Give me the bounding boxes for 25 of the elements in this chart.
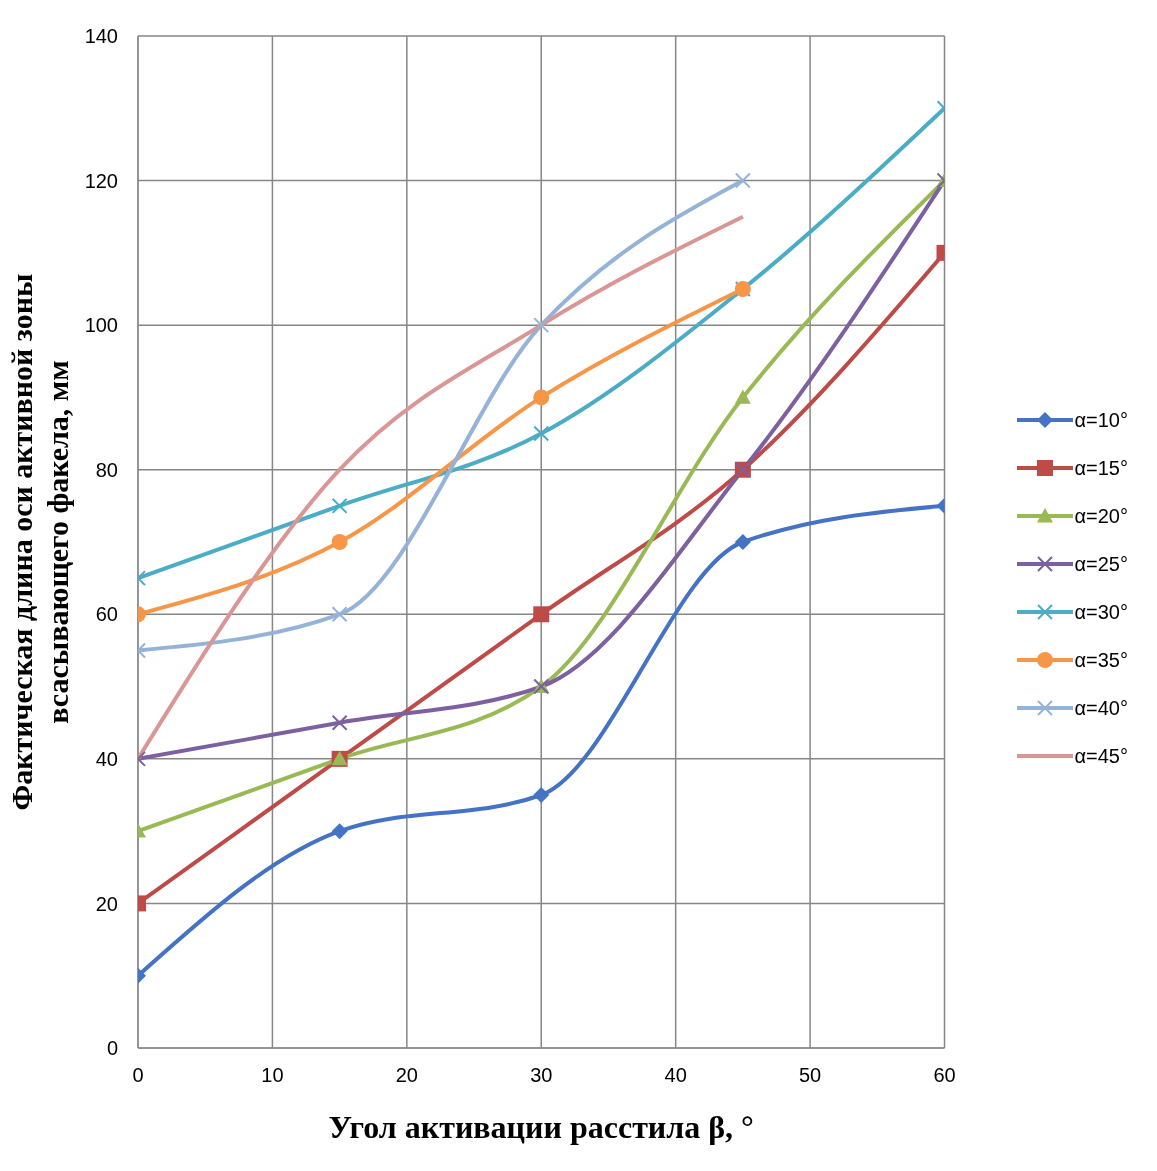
y-tick-label: 140	[84, 25, 118, 48]
legend-label: α=20°	[1074, 504, 1128, 528]
legend-label: α=10°	[1074, 408, 1128, 432]
y-tick-label: 100	[84, 314, 118, 337]
x-tick-label: 60	[933, 1064, 956, 1087]
legend-label: α=35°	[1074, 648, 1128, 672]
legend-label: α=45°	[1074, 744, 1128, 768]
legend-label: α=30°	[1074, 600, 1128, 624]
x-tick-label: 0	[132, 1064, 144, 1087]
y-axis-title: Фактическая длина оси активной зоны всасывающего факела, мм	[5, 273, 74, 811]
x-tick-label: 50	[798, 1064, 822, 1087]
x-tick-label: 40	[664, 1064, 687, 1087]
legend-label: α=40°	[1074, 696, 1128, 720]
y-tick-label: 40	[95, 747, 118, 770]
y-tick-label: 80	[95, 458, 118, 481]
y-tick-label: 0	[106, 1037, 118, 1060]
x-tick-label: 20	[395, 1064, 418, 1087]
x-tick-label: 10	[261, 1064, 284, 1087]
x-tick-label: 30	[530, 1064, 553, 1087]
legend-label: α=25°	[1074, 552, 1128, 576]
legend-label: α=15°	[1074, 456, 1128, 480]
y-tick-label: 20	[95, 892, 118, 915]
x-axis-title: Угол активации расстила β, °	[328, 1109, 754, 1145]
y-tick-label: 120	[84, 169, 118, 192]
y-tick-label: 60	[95, 603, 118, 626]
